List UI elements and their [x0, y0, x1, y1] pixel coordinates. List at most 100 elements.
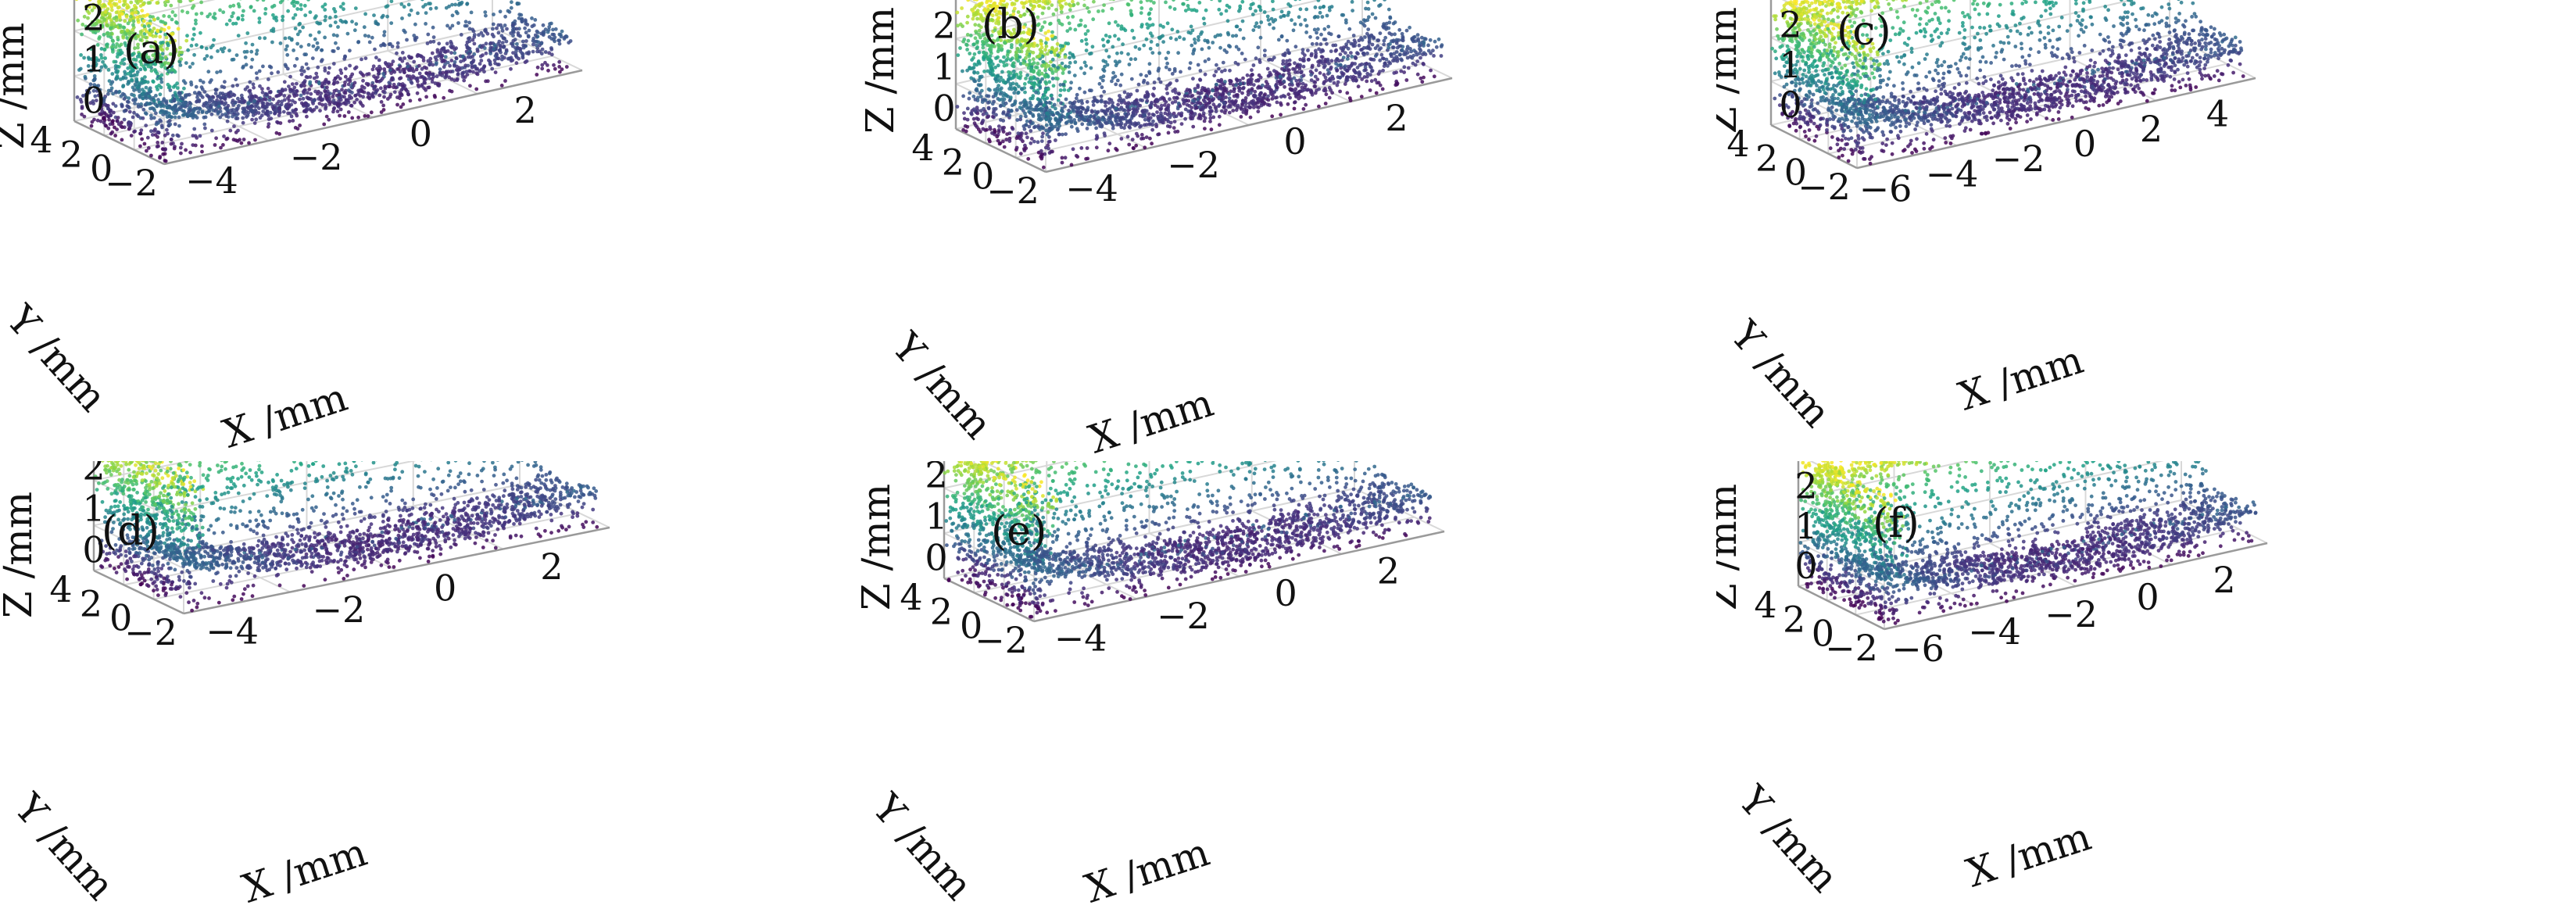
data-point	[558, 42, 562, 46]
data-point	[419, 75, 423, 79]
data-point	[514, 54, 518, 58]
data-point	[320, 48, 324, 52]
data-point	[374, 91, 377, 95]
data-point	[243, 50, 247, 54]
data-point	[1126, 109, 1130, 113]
data-point	[363, 25, 367, 29]
data-point	[999, 104, 1003, 108]
data-point	[154, 94, 158, 98]
data-point	[1306, 48, 1310, 52]
data-point	[1071, 0, 1075, 4]
data-point	[539, 32, 543, 36]
data-point	[248, 80, 252, 84]
data-point	[268, 65, 272, 69]
data-point	[1254, 21, 1258, 25]
data-point	[1314, 55, 1318, 59]
data-point	[1240, 115, 1243, 119]
data-point	[152, 80, 156, 84]
data-point	[1312, 84, 1316, 88]
data-point	[123, 97, 127, 101]
data-point	[396, 45, 400, 49]
data-point	[292, 16, 295, 20]
data-point	[175, 81, 179, 85]
data-point	[1129, 0, 1133, 2]
data-point	[313, 16, 317, 20]
data-point	[257, 111, 261, 115]
data-point	[367, 34, 370, 38]
data-point	[382, 34, 386, 38]
data-point	[107, 68, 111, 72]
data-point	[1293, 88, 1297, 91]
data-point	[335, 34, 339, 38]
data-point	[381, 77, 385, 80]
data-point	[551, 28, 555, 32]
data-point	[172, 85, 176, 89]
data-point	[219, 70, 223, 73]
data-point	[995, 134, 999, 138]
data-point	[510, 6, 513, 10]
data-point	[1036, 140, 1040, 144]
data-point	[1102, 44, 1106, 48]
data-point	[1256, 45, 1260, 49]
data-point	[532, 23, 536, 27]
data-point	[152, 99, 156, 103]
data-point	[270, 41, 274, 45]
data-point	[193, 91, 197, 95]
data-point	[177, 116, 181, 120]
data-point	[527, 35, 531, 39]
data-point	[1216, 79, 1220, 83]
data-point	[131, 86, 135, 90]
data-point	[511, 23, 515, 27]
data-point	[140, 9, 144, 13]
data-point	[121, 84, 125, 88]
data-point	[410, 9, 413, 13]
data-point	[234, 113, 238, 117]
data-point	[1100, 109, 1104, 113]
data-point	[459, 59, 463, 63]
data-point	[276, 121, 280, 125]
data-point	[133, 4, 137, 8]
data-point	[307, 43, 311, 47]
data-point	[1129, 13, 1133, 17]
data-point	[416, 12, 420, 16]
data-point	[287, 84, 291, 88]
data-point	[90, 124, 94, 128]
data-point	[195, 43, 199, 47]
data-point	[524, 30, 528, 34]
data-point	[979, 95, 983, 98]
data-point	[1084, 32, 1088, 36]
data-point	[1356, 66, 1360, 70]
data-point	[982, 51, 986, 55]
data-point	[75, 0, 79, 1]
data-point	[492, 48, 496, 52]
data-point	[1365, 52, 1369, 55]
data-point	[304, 52, 308, 56]
data-point	[536, 66, 540, 70]
data-point	[130, 78, 134, 82]
data-point	[513, 20, 517, 23]
data-point	[117, 5, 121, 9]
data-point	[431, 77, 435, 81]
data-point	[1107, 98, 1111, 102]
data-point	[129, 15, 133, 19]
data-point	[106, 32, 109, 36]
data-point	[506, 9, 510, 13]
x-tick-label: 2	[513, 89, 536, 131]
data-point	[400, 16, 404, 20]
data-point	[247, 141, 251, 145]
data-point	[170, 18, 174, 22]
data-point	[348, 64, 352, 68]
data-point	[1343, 51, 1347, 55]
data-point	[106, 92, 110, 96]
data-point	[500, 26, 504, 30]
data-point	[401, 87, 405, 91]
data-point	[190, 44, 194, 48]
data-point	[228, 5, 232, 9]
data-point	[209, 45, 213, 49]
data-point	[111, 92, 115, 96]
data-point	[361, 104, 365, 108]
data-point	[1392, 45, 1396, 49]
data-point	[323, 36, 327, 40]
data-point	[106, 45, 109, 49]
data-point	[445, 41, 449, 45]
